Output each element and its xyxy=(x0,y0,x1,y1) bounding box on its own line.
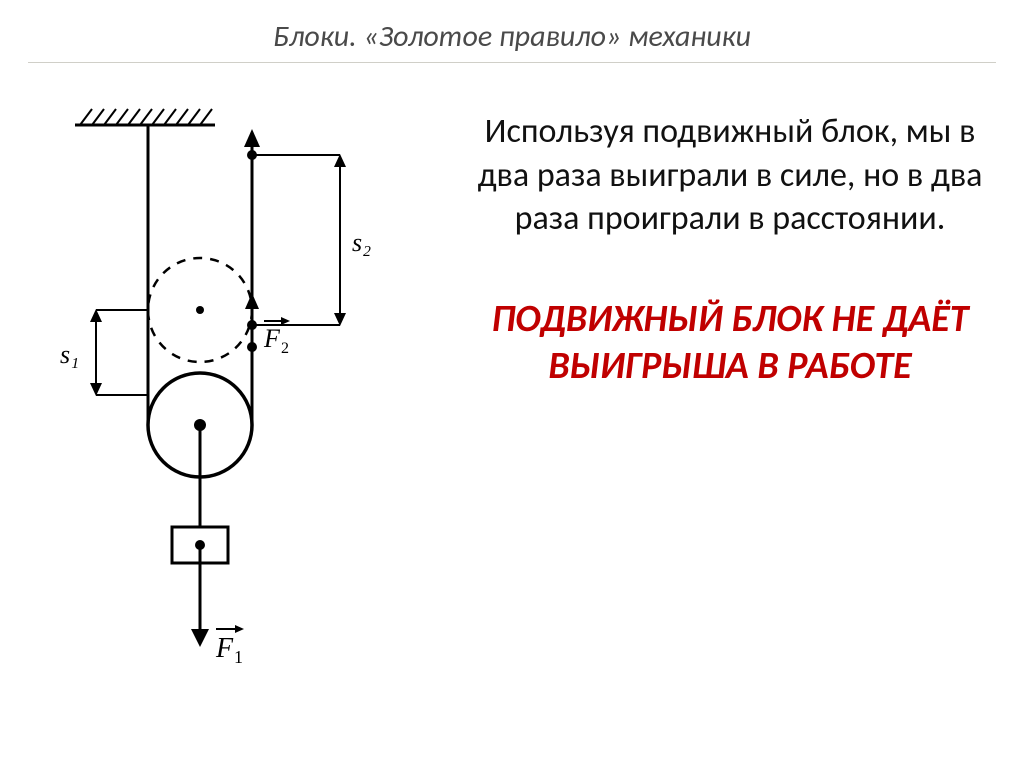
svg-text:2: 2 xyxy=(281,340,289,357)
pulley-svg: s₁ s₂ F 1 F 2 xyxy=(40,95,420,685)
text-block: Используя подвижный блок, мы в два раза … xyxy=(470,110,990,391)
slide: Блоки. «Золотое правило» механики xyxy=(0,0,1024,768)
svg-text:F: F xyxy=(215,633,234,664)
title-rule xyxy=(28,62,996,63)
s1-dimension xyxy=(90,309,148,396)
slide-title: Блоки. «Золотое правило» механики xyxy=(0,18,1024,55)
ceiling-hatch xyxy=(80,109,212,125)
highlight-paragraph: ПОДВИЖНЫЙ БЛОК НЕ ДАЁТ ВЫИГРЫША В РАБОТЕ xyxy=(470,296,990,391)
label-s1: s₁ xyxy=(60,340,79,369)
label-f1: F 1 xyxy=(215,625,244,667)
f1-arrowhead xyxy=(191,629,209,647)
f2-arrowhead xyxy=(245,293,259,309)
label-f2: F 2 xyxy=(263,317,290,357)
svg-text:F: F xyxy=(263,324,281,353)
right-rope-arrow xyxy=(244,129,260,147)
label-s2: s₂ xyxy=(352,228,371,257)
svg-text:1: 1 xyxy=(234,647,243,667)
s2-dimension xyxy=(247,150,346,330)
body-paragraph: Используя подвижный блок, мы в два раза … xyxy=(470,110,990,241)
upper-pulley-center xyxy=(196,306,204,314)
pulley-diagram: s₁ s₂ F 1 F 2 xyxy=(40,95,420,685)
